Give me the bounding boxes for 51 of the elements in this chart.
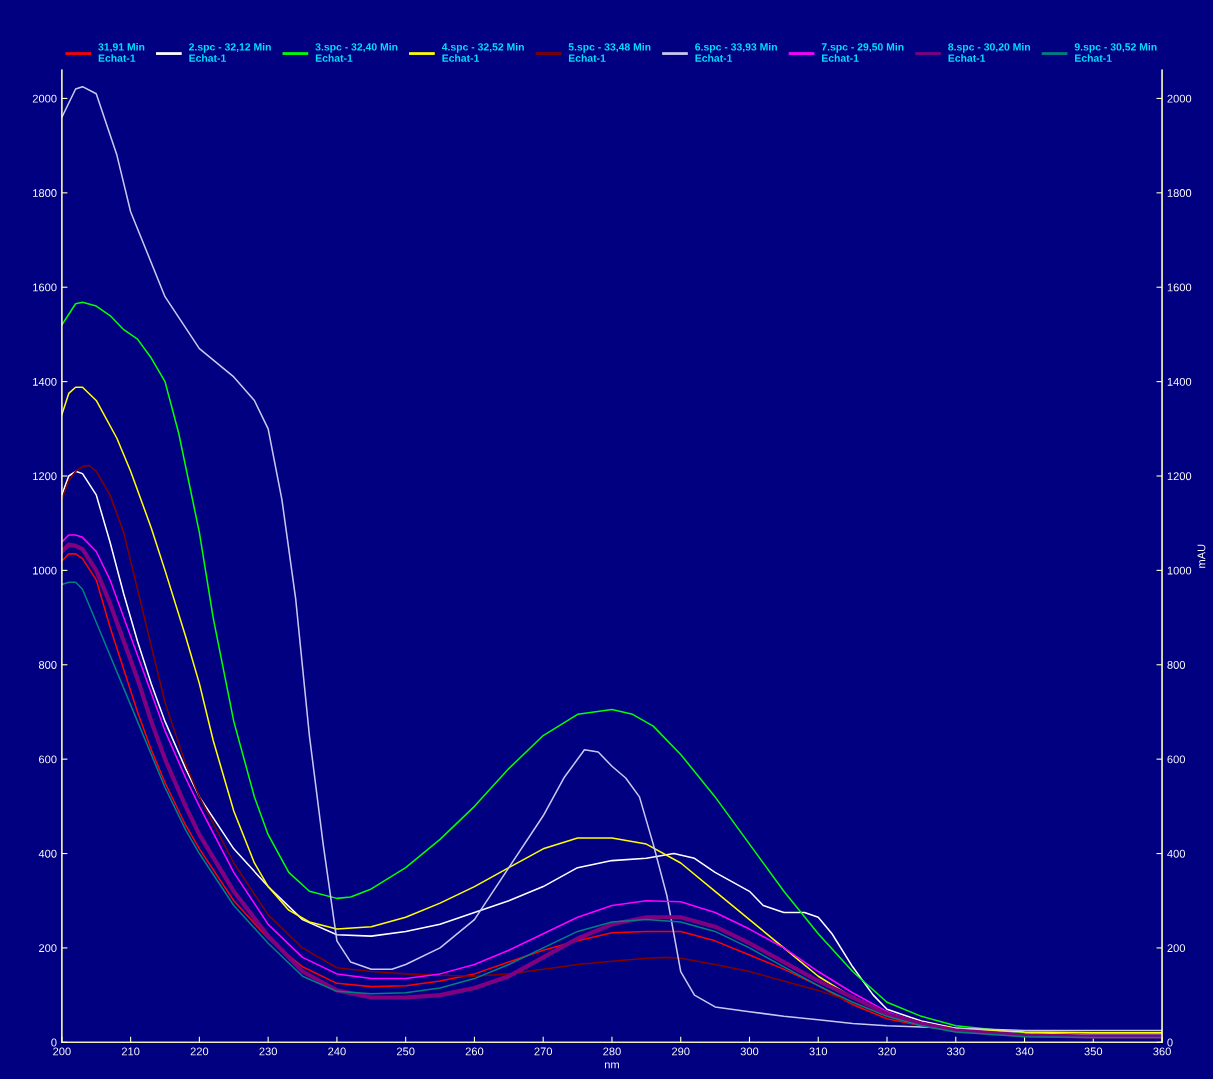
y-tick-label: 1600 <box>33 283 57 292</box>
y-tick-label: 800 <box>38 661 57 669</box>
y2-tick-label: 1000 <box>1167 566 1192 575</box>
x-tick-label: 220 <box>190 1047 209 1056</box>
legend-label: 31,91 Min Echat-1 <box>98 42 145 62</box>
y2-tick-label: 2000 <box>1167 94 1192 103</box>
y2-tick-label: 1400 <box>1167 377 1192 386</box>
y-tick-label: 2000 <box>32 94 57 103</box>
legend-label: 8.spc - 30,20 Min Echat-1 <box>948 42 1030 62</box>
x-tick-label: 250 <box>396 1047 415 1056</box>
x-axis-title: nm <box>604 1062 619 1069</box>
y-tick-label: 400 <box>38 849 57 858</box>
x-tick-label: 300 <box>740 1047 759 1056</box>
y-tick-label: 1400 <box>33 377 57 386</box>
y-tick-label: 1800 <box>33 189 57 197</box>
y2-tick-label: 200 <box>1167 944 1186 953</box>
x-tick-label: 350 <box>1084 1047 1103 1056</box>
y2-tick-label: 800 <box>1167 661 1186 669</box>
x-tick-label: 280 <box>603 1047 621 1056</box>
y2-tick-label: 1800 <box>1167 189 1192 197</box>
y2-tick-label: 1200 <box>1167 472 1192 481</box>
legend-label: 5.spc - 33,48 Min Echat-1 <box>568 42 651 62</box>
x-tick-label: 310 <box>809 1047 828 1056</box>
legend-label: 7.spc - 29,50 Min Echat-1 <box>821 42 904 62</box>
line-series <box>61 85 1163 1032</box>
y2-tick-label: 0 <box>1167 1038 1173 1047</box>
y2-tick-label: 400 <box>1167 849 1186 858</box>
legend-label: 2.spc - 32,12 Min Echat-1 <box>189 42 271 62</box>
x-tick-label: 240 <box>328 1047 346 1056</box>
y-tick-label: 1000 <box>33 566 57 575</box>
y2-tick-label: 1600 <box>1167 283 1192 292</box>
y-tick-label: 1200 <box>33 472 57 481</box>
x-tick-label: 340 <box>1015 1047 1034 1056</box>
x-tick-label: 290 <box>672 1047 690 1056</box>
x-tick-label: 200 <box>53 1047 71 1056</box>
legend-label: 3.spc - 32,40 Min Echat-1 <box>315 42 398 62</box>
y-tick-label: 200 <box>39 944 57 953</box>
y2-axis-title: mAU <box>1197 544 1206 568</box>
x-tick-label: 210 <box>121 1047 140 1056</box>
y-tick-label: 0 <box>51 1038 57 1047</box>
y2-tick-label: 600 <box>1167 755 1186 764</box>
x-tick-label: 330 <box>946 1047 965 1056</box>
x-tick-label: 360 <box>1153 1047 1171 1056</box>
y-tick-label: 600 <box>39 755 57 764</box>
x-tick-label: 320 <box>878 1047 896 1056</box>
x-tick-label: 230 <box>259 1047 277 1056</box>
legend-label: 6.spc - 33,93 Min Echat-1 <box>695 42 777 62</box>
legend-label: 9.spc - 30,52 Min Echat-1 <box>1074 42 1157 62</box>
x-tick-label: 260 <box>465 1047 484 1056</box>
legend-label: 4.spc - 32,52 Min Echat-1 <box>441 42 524 62</box>
x-tick-label: 270 <box>534 1047 553 1056</box>
